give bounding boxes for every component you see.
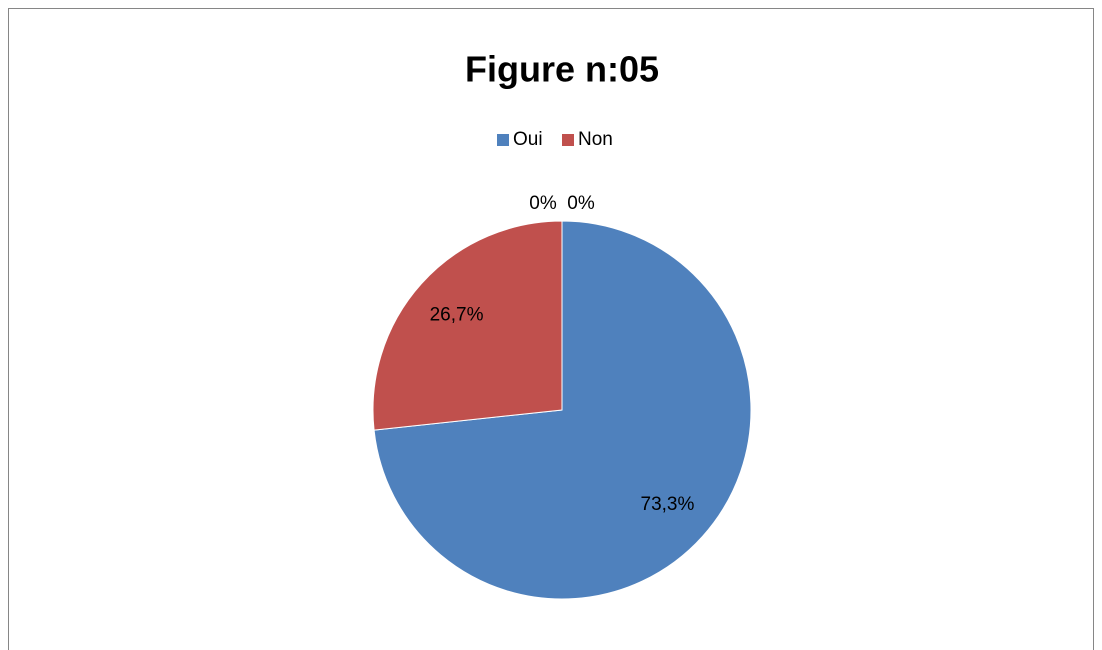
data-label: 0% bbox=[567, 193, 595, 214]
data-label: 73,3% bbox=[641, 494, 695, 515]
pie-slice bbox=[373, 220, 752, 600]
legend-swatch bbox=[497, 134, 509, 146]
legend-swatch bbox=[562, 134, 574, 146]
data-label: 0% bbox=[529, 193, 557, 214]
pie-slice bbox=[372, 220, 563, 431]
chart-title: Figure n:05 bbox=[465, 49, 659, 90]
legend-label: Oui bbox=[513, 129, 543, 150]
legend-label: Non bbox=[578, 129, 613, 150]
data-label: 26,7% bbox=[430, 304, 484, 325]
